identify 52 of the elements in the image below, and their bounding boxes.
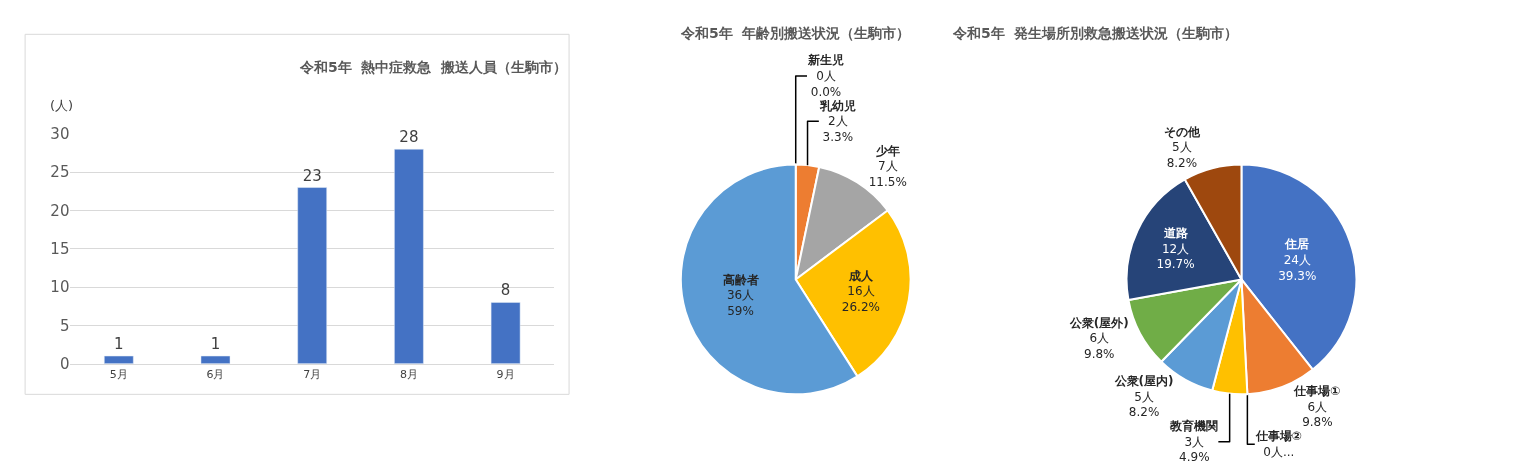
data-label: 2人 3.3% <box>822 114 854 144</box>
bar <box>394 148 424 364</box>
slice-label: 道路 <box>1162 226 1189 240</box>
bar <box>490 302 521 364</box>
bar <box>297 187 327 364</box>
x-tick-label: 7月 <box>303 367 322 381</box>
bar <box>104 355 134 364</box>
data-label: 5人 8.2% <box>1128 389 1160 420</box>
data-label: 16人 26.2% <box>841 284 880 314</box>
data-label: 12人 19.7% <box>1156 241 1195 272</box>
data-label: 6人 9.8% <box>1302 399 1333 430</box>
category-label: 新生児 <box>808 53 845 68</box>
data-label: 23 <box>302 166 322 185</box>
slice-label: 教育機関 <box>1169 419 1219 434</box>
slice-label: 公衆(屋内) <box>1113 373 1174 388</box>
slice-label: 仕事場① <box>1293 384 1341 399</box>
y-tick-label: 25 <box>50 163 70 182</box>
bar <box>200 355 231 364</box>
slice-label: 成人 <box>847 268 874 283</box>
slice-label: 住居 <box>1284 237 1310 252</box>
chart-title: 令和5年 熱中症救急 搬送人員（生駒市） <box>299 59 568 75</box>
data-label: 28 <box>399 128 419 147</box>
x-tick-label: 9月 <box>496 367 515 381</box>
data-label: 5人 8.2% <box>1166 140 1198 170</box>
y-tick-label: 0 <box>59 354 70 373</box>
data-label: 24人 39.3% <box>1278 253 1317 283</box>
y-tick-label: 15 <box>50 240 70 259</box>
data-label: 1 <box>114 335 124 354</box>
slice-label: 公衆(屋外) <box>1068 315 1129 330</box>
slice-label: 乳幼児 <box>818 98 856 113</box>
y-axis-title: (人) <box>50 98 74 113</box>
x-tick-label: 8月 <box>399 367 418 381</box>
data-label: 8 <box>500 281 511 300</box>
slice-label: 少年 <box>874 143 900 158</box>
category-label: 仕事場② <box>1255 429 1302 444</box>
data-label: 3人 4.9% <box>1179 434 1210 465</box>
y-tick-label: 5 <box>59 316 70 335</box>
slice-label: 高齢者 <box>722 272 759 287</box>
x-tick-label: 5月 <box>109 367 128 381</box>
x-tick-label: 6月 <box>206 367 225 381</box>
y-tick-label: 30 <box>50 125 70 144</box>
chart-title: 令和5年 発生場所別救急搬送状況（生駒市） <box>952 25 1239 41</box>
data-label: 36人 59% <box>726 288 755 319</box>
text: 0人... <box>1263 444 1295 459</box>
y-tick-label: 20 <box>50 201 70 220</box>
data-label: 7人 11.5% <box>868 159 907 189</box>
chart-title: 令和5年 年齢別搬送状況（生駒市） <box>680 25 911 41</box>
data-label: 6人 9.8% <box>1084 331 1115 362</box>
slice-label: その他 <box>1163 124 1201 139</box>
data-label: 1 <box>210 335 221 354</box>
y-tick-label: 10 <box>50 278 70 297</box>
text: 0人 0.0% <box>810 69 842 99</box>
